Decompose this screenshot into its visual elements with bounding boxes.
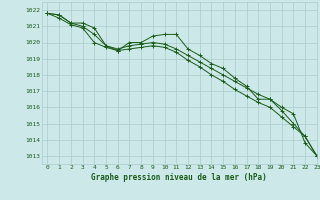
X-axis label: Graphe pression niveau de la mer (hPa): Graphe pression niveau de la mer (hPa)	[91, 173, 267, 182]
